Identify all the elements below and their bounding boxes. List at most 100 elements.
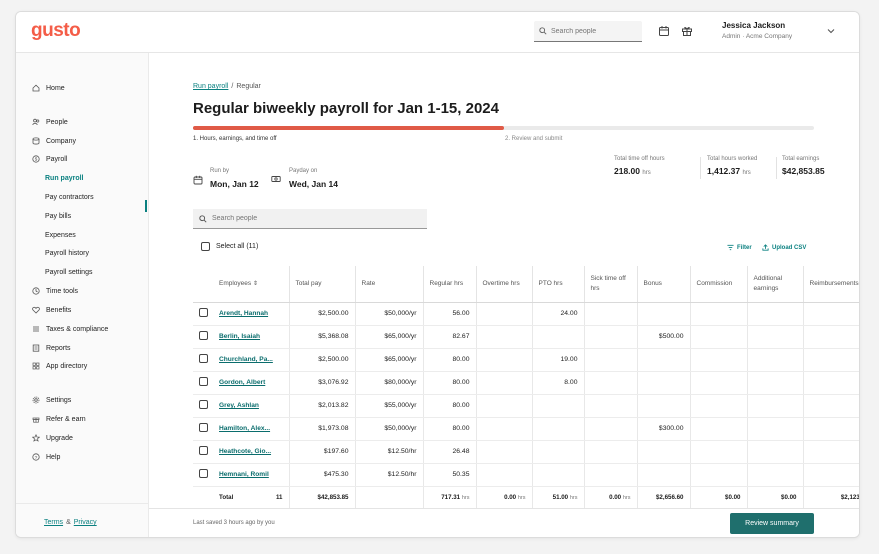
- cell-bonus[interactable]: $300.00: [637, 417, 691, 441]
- cell-total-pay[interactable]: $2,013.82: [289, 394, 356, 418]
- cell-pto-hrs[interactable]: [532, 325, 585, 349]
- cell-commission[interactable]: [690, 440, 748, 464]
- cell-additional-earnings[interactable]: [747, 417, 804, 441]
- cell-sick-hrs[interactable]: [584, 371, 638, 395]
- cell-total-pay[interactable]: $2,500.00: [289, 348, 356, 372]
- cell-sick-hrs[interactable]: [584, 325, 638, 349]
- sidebar-item-settings[interactable]: Settings: [32, 393, 71, 407]
- cell-bonus[interactable]: [637, 371, 691, 395]
- employee-link[interactable]: Gordon, Albert: [219, 379, 266, 386]
- cell-total-pay[interactable]: $197.60: [289, 440, 356, 464]
- cell-sick-hrs[interactable]: [584, 302, 638, 326]
- sidebar-item-payroll-settings[interactable]: Payroll settings: [45, 265, 92, 279]
- cell-bonus[interactable]: [637, 463, 691, 487]
- row-checkbox[interactable]: [199, 469, 208, 478]
- cell-overtime-hrs[interactable]: [476, 440, 533, 464]
- cell-total-pay[interactable]: $2,500.00: [289, 302, 356, 326]
- cell-pto-hrs[interactable]: [532, 417, 585, 441]
- cell-overtime-hrs[interactable]: [476, 302, 533, 326]
- gusto-logo[interactable]: gusto: [31, 20, 81, 41]
- sidebar-item-pay-bills[interactable]: Pay bills: [45, 209, 71, 223]
- cell-bonus[interactable]: [637, 440, 691, 464]
- sidebar-item-run-payroll[interactable]: Run payroll: [45, 171, 84, 185]
- sidebar-item-taxes[interactable]: Taxes & compliance: [32, 322, 108, 336]
- payroll-table-container[interactable]: Employees ⇕ Total pay Rate Regular hrs O…: [193, 266, 859, 508]
- review-summary-button[interactable]: Review summary: [730, 513, 814, 534]
- cell-commission[interactable]: [690, 348, 748, 372]
- filter-button[interactable]: Filter: [727, 244, 752, 251]
- sidebar-item-payroll[interactable]: $ Payroll: [32, 152, 67, 166]
- row-checkbox[interactable]: [199, 377, 208, 386]
- cell-regular-hrs[interactable]: 80.00: [423, 348, 477, 372]
- employee-link[interactable]: Churchland, Pa...: [219, 356, 273, 363]
- cell-commission[interactable]: [690, 394, 748, 418]
- cell-regular-hrs[interactable]: 26.48: [423, 440, 477, 464]
- cell-bonus[interactable]: $500.00: [637, 325, 691, 349]
- cell-overtime-hrs[interactable]: [476, 325, 533, 349]
- employee-link[interactable]: Hemnani, Romil: [219, 471, 269, 478]
- employee-search-field[interactable]: [193, 209, 427, 229]
- cell-commission[interactable]: [690, 417, 748, 441]
- employee-link[interactable]: Grey, Ashlan: [219, 402, 259, 409]
- gift-icon[interactable]: [681, 25, 693, 37]
- cell-additional-earnings[interactable]: [747, 463, 804, 487]
- row-checkbox[interactable]: [199, 308, 208, 317]
- sidebar-item-home[interactable]: Home: [32, 81, 65, 95]
- cell-sick-hrs[interactable]: [584, 394, 638, 418]
- row-checkbox[interactable]: [199, 354, 208, 363]
- cell-additional-earnings[interactable]: [747, 325, 804, 349]
- cell-additional-earnings[interactable]: [747, 394, 804, 418]
- sidebar-item-refer-earn[interactable]: Refer & earn: [32, 412, 86, 426]
- cell-reimbursements[interactable]: [803, 371, 859, 395]
- sidebar-item-benefits[interactable]: Benefits: [32, 303, 71, 317]
- col-employees[interactable]: Employees ⇕: [213, 266, 290, 303]
- cell-additional-earnings[interactable]: [747, 302, 804, 326]
- cell-overtime-hrs[interactable]: [476, 417, 533, 441]
- cell-sick-hrs[interactable]: [584, 348, 638, 372]
- cell-sick-hrs[interactable]: [584, 417, 638, 441]
- employee-link[interactable]: Berlin, Isaiah: [219, 333, 261, 340]
- breadcrumb-run-payroll[interactable]: Run payroll: [193, 83, 229, 90]
- cell-reimbursements[interactable]: [803, 463, 859, 487]
- cell-bonus[interactable]: [637, 302, 691, 326]
- cell-reimbursements[interactable]: [803, 440, 859, 464]
- cell-regular-hrs[interactable]: 50.35: [423, 463, 477, 487]
- cell-commission[interactable]: [690, 325, 748, 349]
- sidebar-item-app-directory[interactable]: App directory: [32, 359, 87, 373]
- row-checkbox[interactable]: [199, 331, 208, 340]
- cell-pto-hrs[interactable]: [532, 463, 585, 487]
- cell-overtime-hrs[interactable]: [476, 463, 533, 487]
- user-menu[interactable]: Jessica Jackson Admin · Acme Company: [722, 21, 792, 40]
- upload-csv-button[interactable]: Upload CSV: [762, 244, 806, 251]
- cell-reimbursements[interactable]: [803, 348, 859, 372]
- select-all-control[interactable]: Select all (11): [201, 242, 258, 251]
- sort-icon[interactable]: ⇕: [252, 280, 258, 287]
- sidebar-item-payroll-history[interactable]: Payroll history: [45, 246, 89, 260]
- cell-pto-hrs[interactable]: 24.00: [532, 302, 585, 326]
- row-checkbox[interactable]: [199, 423, 208, 432]
- people-search-input[interactable]: [551, 27, 635, 35]
- sidebar-item-company[interactable]: Company: [32, 134, 76, 148]
- cell-additional-earnings[interactable]: [747, 348, 804, 372]
- sidebar-item-reports[interactable]: Reports: [32, 341, 71, 355]
- cell-commission[interactable]: [690, 302, 748, 326]
- cell-additional-earnings[interactable]: [747, 440, 804, 464]
- cell-sick-hrs[interactable]: [584, 440, 638, 464]
- cell-bonus[interactable]: [637, 394, 691, 418]
- employee-link[interactable]: Hamilton, Alex...: [219, 425, 271, 432]
- select-all-checkbox[interactable]: [201, 242, 210, 251]
- people-search-field[interactable]: [534, 21, 642, 42]
- cell-reimbursements[interactable]: [803, 325, 859, 349]
- cell-pto-hrs[interactable]: 19.00: [532, 348, 585, 372]
- row-checkbox[interactable]: [199, 400, 208, 409]
- cell-sick-hrs[interactable]: [584, 463, 638, 487]
- chevron-down-icon[interactable]: [826, 26, 836, 36]
- privacy-link[interactable]: Privacy: [73, 519, 97, 526]
- cell-overtime-hrs[interactable]: [476, 348, 533, 372]
- cell-additional-earnings[interactable]: [747, 371, 804, 395]
- calendar-icon[interactable]: [658, 25, 670, 37]
- cell-overtime-hrs[interactable]: [476, 371, 533, 395]
- cell-regular-hrs[interactable]: 56.00: [423, 302, 477, 326]
- sidebar-item-time-tools[interactable]: Time tools: [32, 284, 78, 298]
- cell-bonus[interactable]: [637, 348, 691, 372]
